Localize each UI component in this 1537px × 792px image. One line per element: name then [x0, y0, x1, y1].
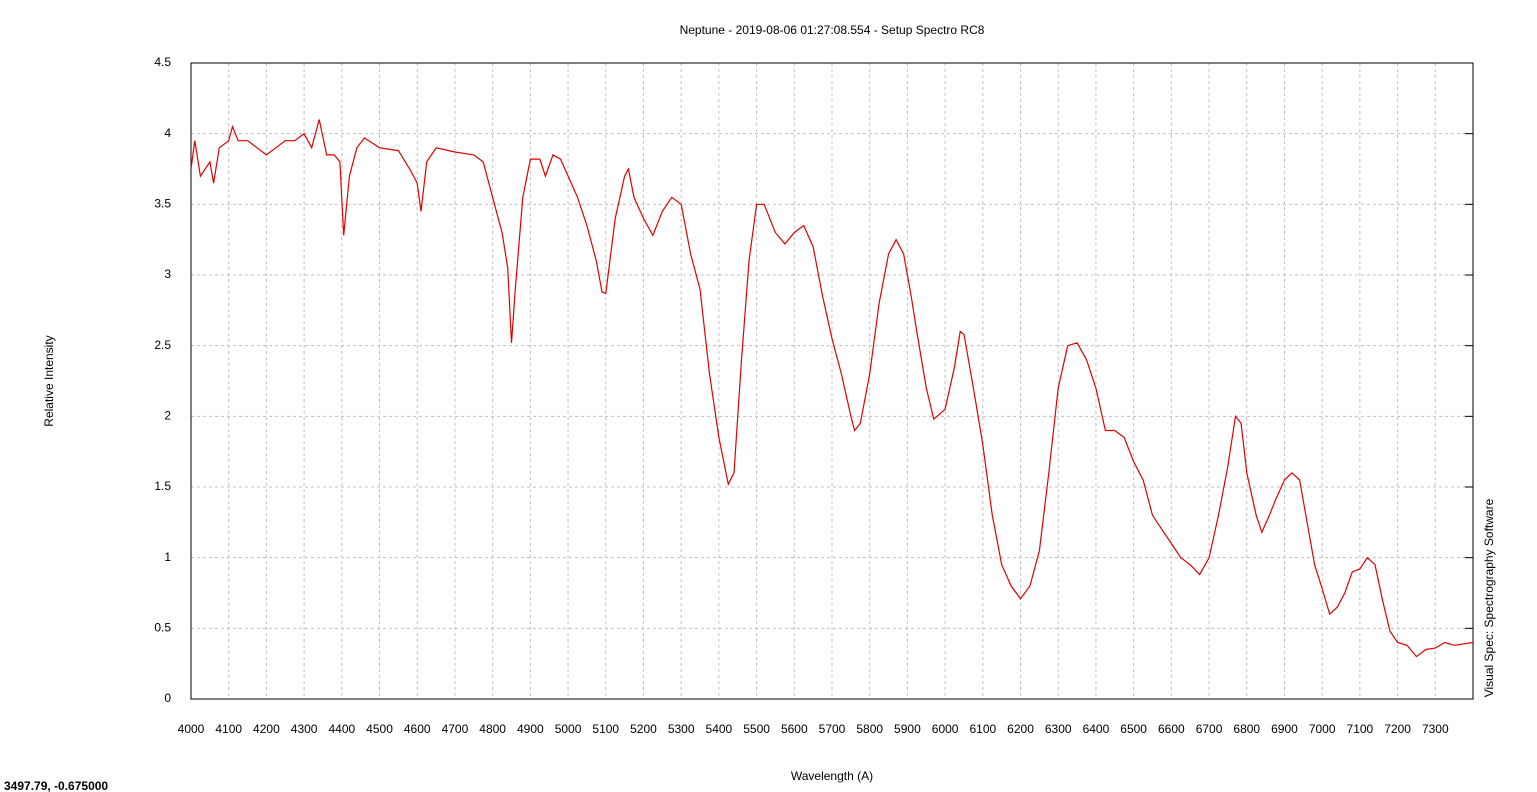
x-tick-label: 4100	[215, 722, 242, 736]
x-tick-label: 4900	[517, 722, 544, 736]
y-tick-label: 0.5	[154, 621, 171, 635]
x-tick-label: 5900	[894, 722, 921, 736]
x-tick-label: 4800	[479, 722, 506, 736]
x-tick-label: 5700	[819, 722, 846, 736]
x-tick-label: 7300	[1422, 722, 1449, 736]
x-tick-label: 6400	[1083, 722, 1110, 736]
x-tick-label: 5000	[555, 722, 582, 736]
x-tick-label: 6600	[1158, 722, 1185, 736]
x-tick-label: 5200	[630, 722, 657, 736]
x-tick-label: 6000	[932, 722, 959, 736]
x-tick-label: 6900	[1271, 722, 1298, 736]
x-tick-label: 7100	[1347, 722, 1374, 736]
y-axis-label: Relative Intensity	[42, 335, 56, 426]
x-tick-label: 6100	[969, 722, 996, 736]
x-tick-label: 5400	[706, 722, 733, 736]
x-tick-label: 5500	[743, 722, 770, 736]
x-tick-label: 5100	[592, 722, 619, 736]
x-tick-label: 7000	[1309, 722, 1336, 736]
y-tick-label: 1	[164, 550, 171, 564]
x-tick-label: 6200	[1007, 722, 1034, 736]
x-tick-label: 6700	[1196, 722, 1223, 736]
y-tick-label: 2	[164, 409, 171, 423]
y-tick-label: 1.5	[154, 479, 171, 493]
y-tick-label: 2.5	[154, 338, 171, 352]
status-text: 3497.79, -0.675000	[4, 779, 108, 792]
x-tick-label: 4400	[328, 722, 355, 736]
y-tick-label: 4	[164, 126, 171, 140]
x-axis-label: Wavelength (A)	[791, 769, 873, 783]
x-tick-label: 4600	[404, 722, 431, 736]
x-tick-label: 6300	[1045, 722, 1072, 736]
y-tick-label: 3.5	[154, 197, 171, 211]
x-tick-label: 4700	[442, 722, 469, 736]
x-tick-label: 6800	[1233, 722, 1260, 736]
x-tick-label: 6500	[1120, 722, 1147, 736]
x-tick-label: 4200	[253, 722, 280, 736]
x-tick-label: 4000	[178, 722, 205, 736]
spectrum-line	[190, 119, 1474, 658]
side-note: Visual Spec: Spectrography Software	[1482, 498, 1496, 697]
y-tick-label: 3	[164, 267, 171, 281]
x-tick-label: 4300	[291, 722, 318, 736]
x-tick-label: 7200	[1384, 722, 1411, 736]
x-tick-label: 5600	[781, 722, 808, 736]
y-tick-label: 4.5	[154, 55, 171, 69]
x-tick-label: 4500	[366, 722, 393, 736]
x-tick-label: 5800	[856, 722, 883, 736]
plot-frame	[190, 62, 1474, 700]
x-tick-label: 5300	[668, 722, 695, 736]
y-tick-label: 0	[164, 691, 171, 705]
chart-title: Neptune - 2019-08-06 01:27:08.554 - Setu…	[680, 23, 985, 37]
